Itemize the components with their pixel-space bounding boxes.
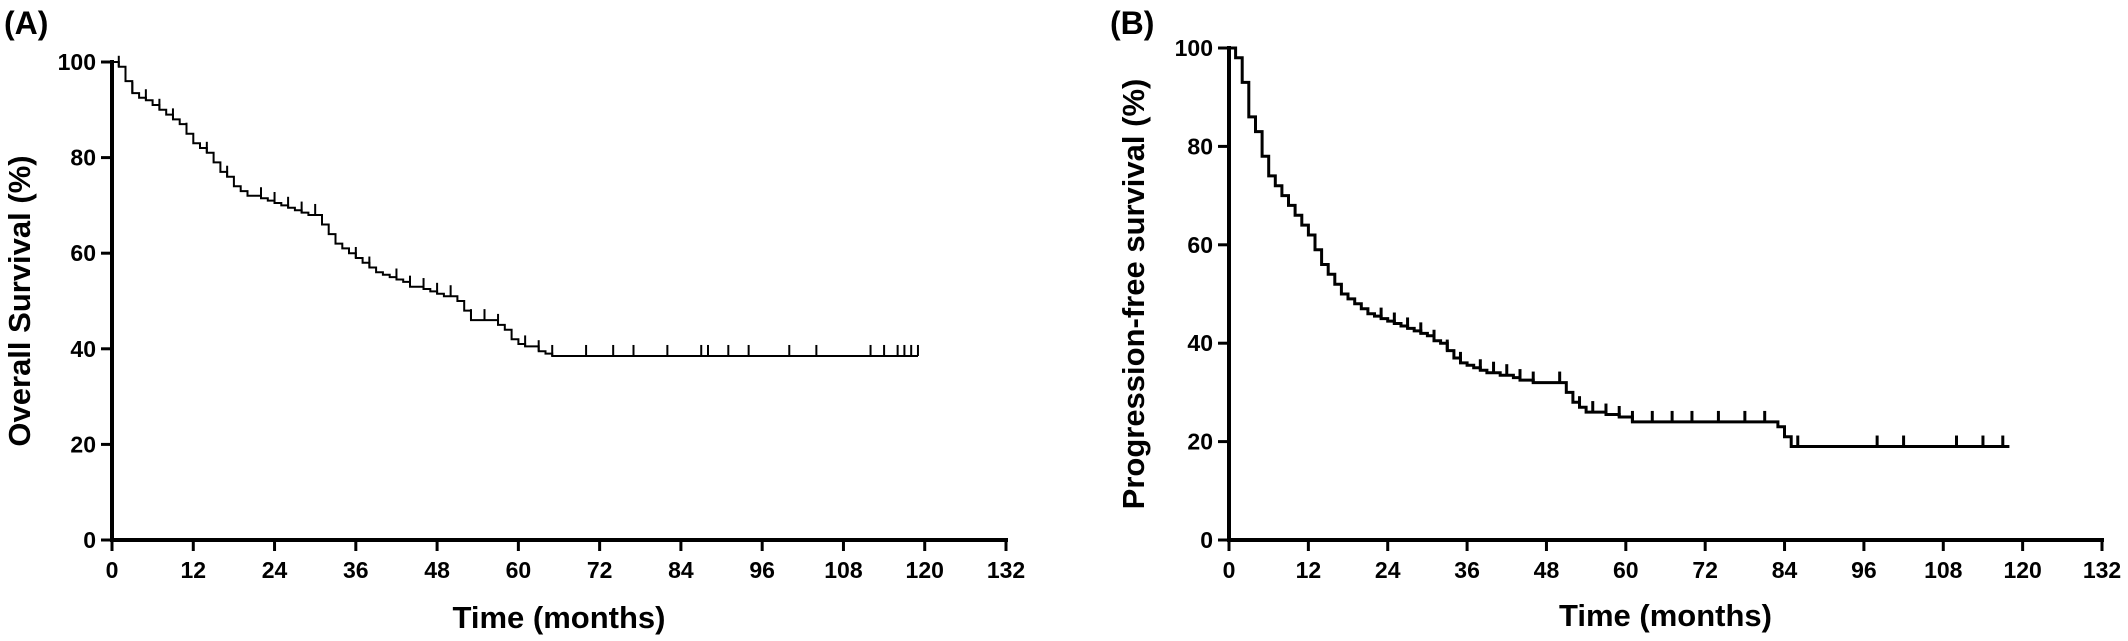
y-tick-label: 40	[1187, 330, 1213, 356]
y-tick-label: 100	[1175, 35, 1213, 61]
x-tick-label: 84	[668, 557, 694, 583]
x-tick-label: 108	[1924, 557, 1963, 583]
x-tick-label: 84	[1772, 557, 1798, 583]
y-tick-label: 0	[83, 527, 96, 553]
x-tick-label: 36	[1454, 557, 1480, 583]
x-tick-label: 36	[343, 557, 369, 583]
x-tick-label: 120	[906, 557, 944, 583]
x-axis-title: Time (months)	[1559, 598, 1772, 633]
y-tick-label: 80	[1187, 133, 1213, 159]
x-tick-label: 24	[1375, 557, 1401, 583]
x-tick-label: 120	[2003, 557, 2041, 583]
x-tick-label: 0	[1223, 557, 1236, 583]
y-axis-title: Overall Survival (%)	[2, 155, 37, 446]
survival-curve	[112, 61, 918, 357]
x-axis-title: Time (months)	[453, 600, 666, 635]
x-tick-label: 96	[1851, 557, 1877, 583]
y-axis-title: Progression-free survival (%)	[1116, 79, 1151, 510]
x-tick-label: 12	[1296, 557, 1322, 583]
survival-curve	[1229, 46, 2010, 448]
x-tick-label: 48	[424, 557, 450, 583]
x-tick-label: 132	[987, 557, 1025, 583]
x-tick-label: 48	[1534, 557, 1560, 583]
y-tick-label: 60	[1187, 232, 1213, 258]
x-tick-label: 60	[506, 557, 532, 583]
x-tick-label: 96	[749, 557, 775, 583]
x-tick-label: 12	[180, 557, 206, 583]
x-tick-label: 0	[106, 557, 119, 583]
x-tick-label: 60	[1613, 557, 1639, 583]
panel-label: (B)	[1110, 5, 1154, 41]
x-tick-label: 132	[2083, 557, 2121, 583]
y-tick-label: 60	[70, 240, 96, 266]
y-tick-label: 20	[1187, 429, 1213, 455]
y-tick-label: 40	[70, 336, 96, 362]
x-tick-label: 72	[587, 557, 613, 583]
y-tick-label: 80	[70, 145, 96, 171]
x-tick-label: 24	[262, 557, 288, 583]
y-tick-label: 100	[58, 49, 96, 75]
panel-b-progression-free-survival: (B) 0 12 24 36 48 60 72 84 96 108 120 132 0 20 40 60 80 10…	[1110, 5, 2121, 633]
y-tick-label: 20	[70, 431, 96, 457]
panel-label: (A)	[4, 5, 48, 41]
y-tick-label: 0	[1200, 527, 1213, 553]
x-tick-label: 108	[824, 557, 863, 583]
x-tick-label: 72	[1692, 557, 1718, 583]
panel-a-overall-survival: (A) 0 12 24 36 48 60 72 84 96 108 120 132 0 20 40 60 80 10…	[2, 5, 1025, 635]
